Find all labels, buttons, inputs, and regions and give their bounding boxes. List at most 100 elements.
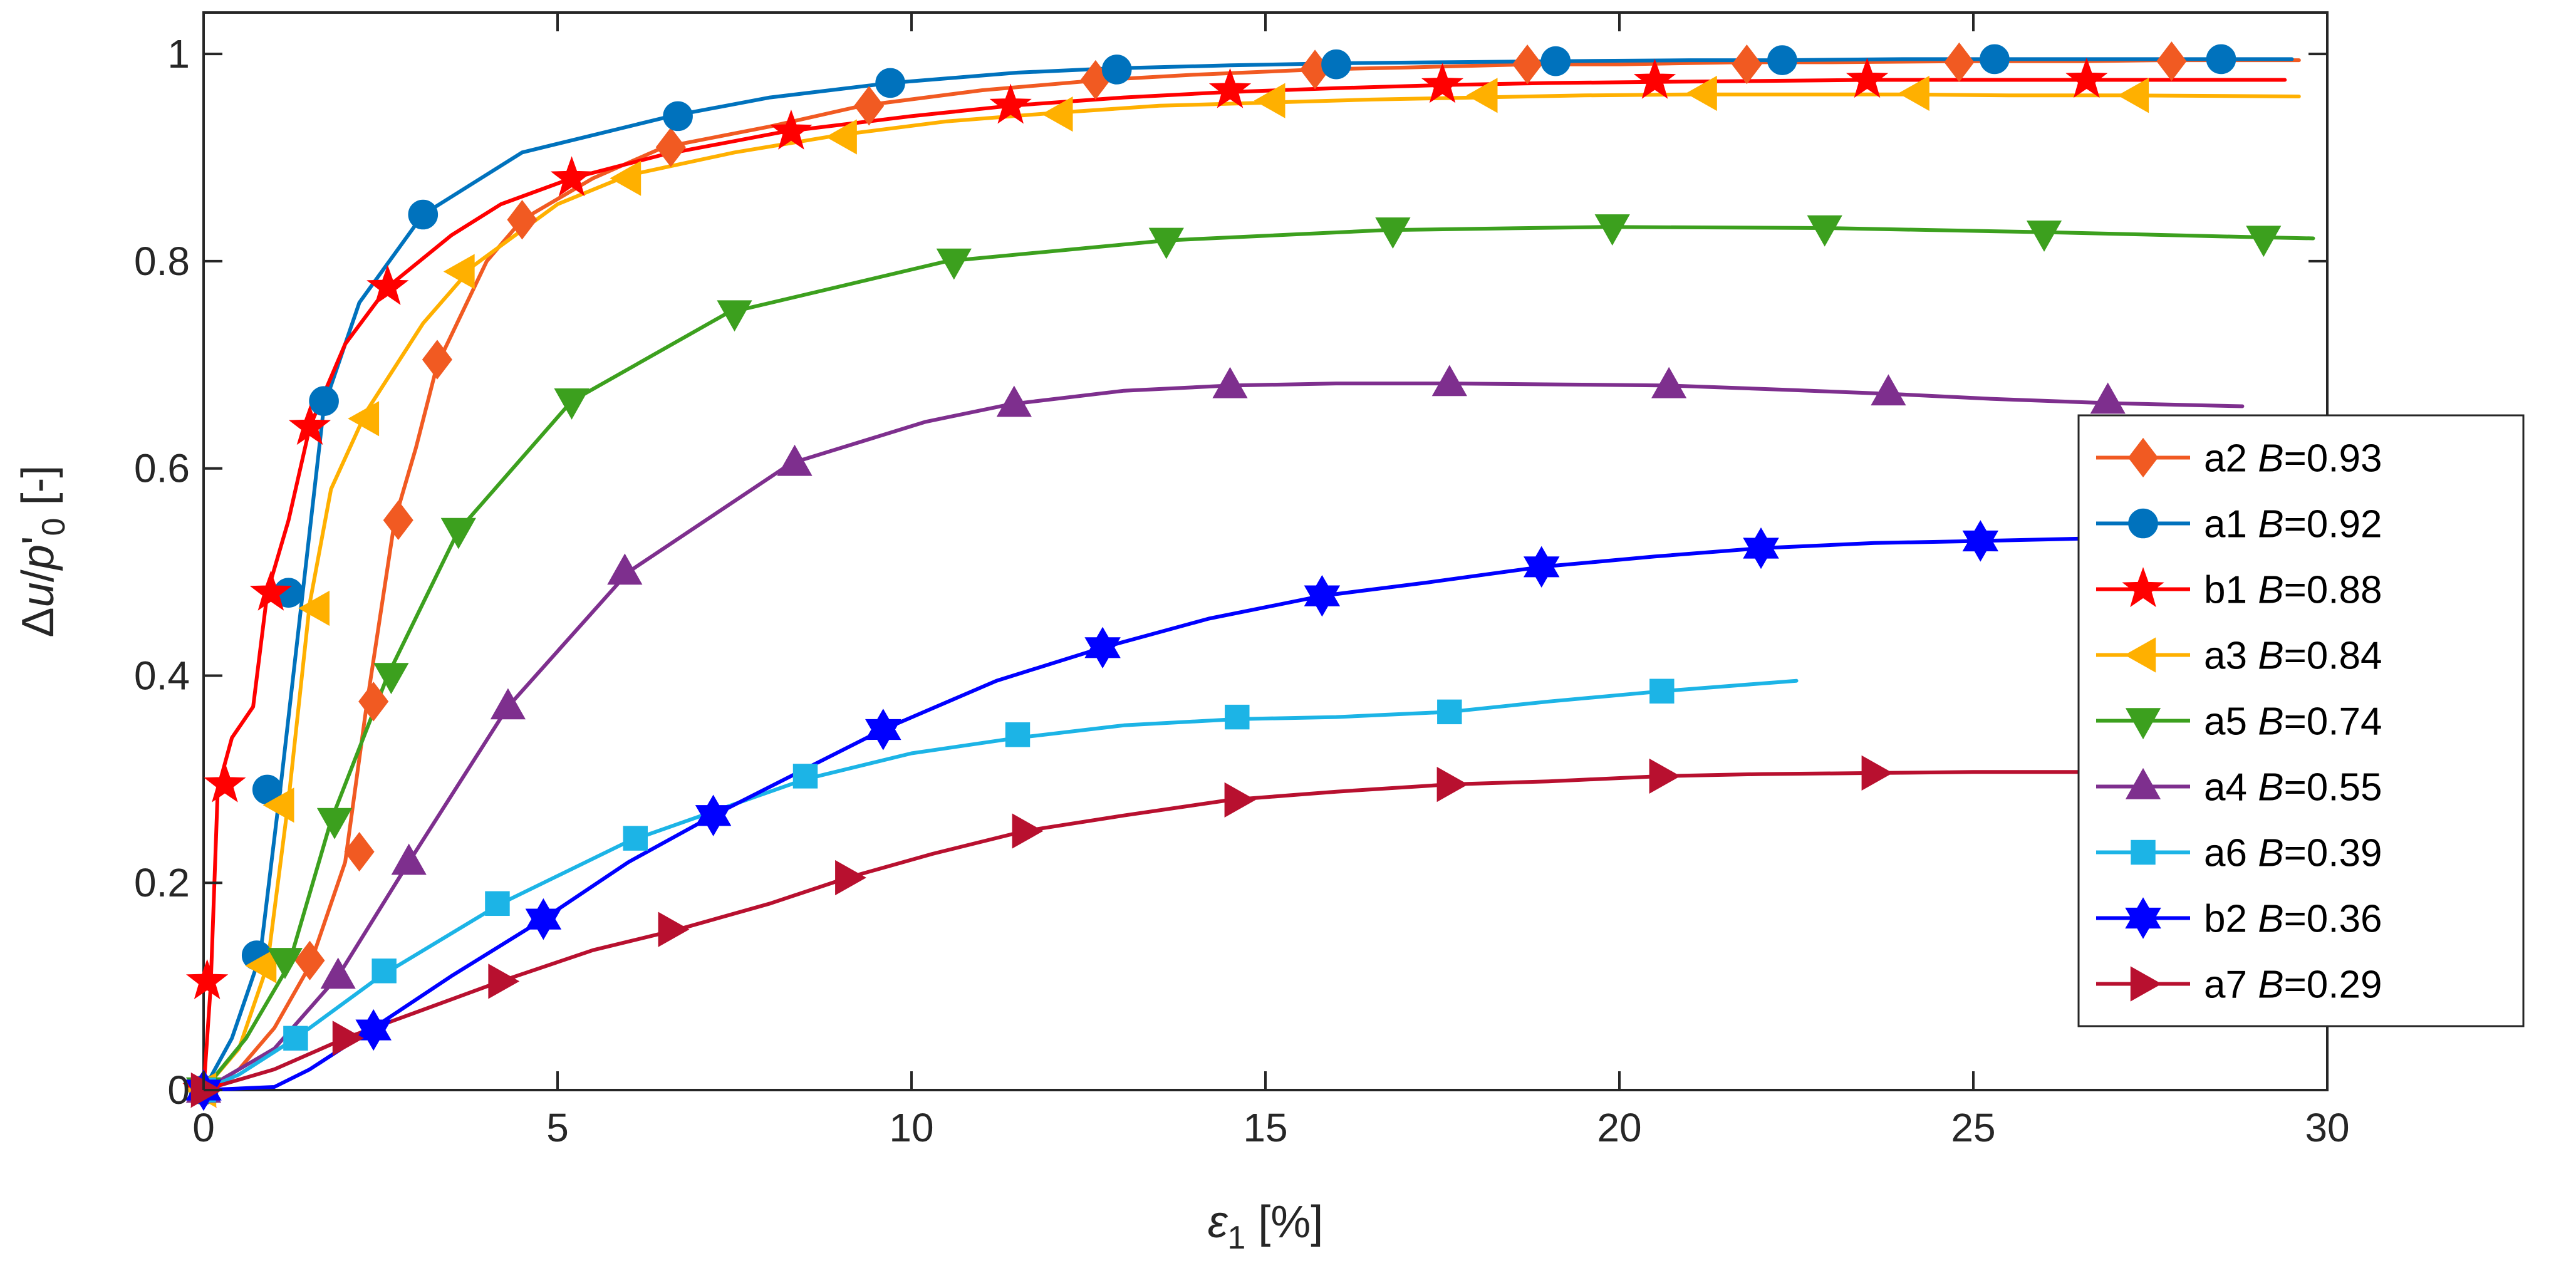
data-point-a7 bbox=[488, 964, 520, 999]
legend-b-value: =0.88 bbox=[2284, 569, 2382, 612]
x-tick-label: 15 bbox=[1243, 1105, 1287, 1150]
legend-label-a2: a2 B=0.93 bbox=[2204, 437, 2382, 481]
legend-b-symbol: B bbox=[2258, 437, 2283, 481]
data-point-b1 bbox=[1846, 58, 1889, 98]
series-markers bbox=[182, 41, 2282, 1111]
data-point-a2 bbox=[294, 940, 325, 980]
data-point-a6 bbox=[371, 958, 397, 984]
data-point-b1 bbox=[770, 109, 813, 150]
series-line-a4 bbox=[202, 382, 2245, 1092]
data-point-a2 bbox=[1944, 42, 1975, 83]
data-point-b1 bbox=[1208, 68, 1252, 108]
data-point-a4 bbox=[1431, 365, 1467, 397]
y-axis: 0 0.2 0.4 0.6 0.8 1 bbox=[134, 31, 2327, 1113]
y-axis-label: Δu/p'0 [-] bbox=[13, 465, 72, 638]
legend-b-symbol: B bbox=[2258, 635, 2283, 678]
data-point-a6 bbox=[283, 1026, 308, 1051]
legend-label-a6: a6 B=0.39 bbox=[2204, 832, 2382, 875]
data-point-a5 bbox=[267, 948, 303, 979]
data-point-a2 bbox=[344, 831, 375, 872]
data-point-a7 bbox=[1861, 755, 1893, 791]
data-point-a3 bbox=[298, 590, 330, 626]
series-line-a6 bbox=[202, 678, 1799, 1092]
legend-label-a5: a5 B=0.74 bbox=[2204, 700, 2382, 744]
legend-marker-a1 bbox=[2128, 508, 2158, 539]
data-point-a4 bbox=[996, 385, 1032, 417]
data-point-a4 bbox=[490, 688, 526, 720]
data-point-b1 bbox=[2065, 58, 2108, 98]
legend-marker-a7 bbox=[2130, 966, 2162, 1002]
data-point-a1 bbox=[309, 386, 339, 416]
data-point-b1 bbox=[989, 83, 1032, 124]
legend-b-symbol: B bbox=[2258, 964, 2283, 1007]
data-point-a1 bbox=[1540, 46, 1571, 76]
data-point-a1 bbox=[1321, 49, 1351, 80]
data-point-a4 bbox=[320, 957, 356, 989]
data-point-a5 bbox=[440, 517, 476, 549]
data-point-b1 bbox=[366, 264, 409, 305]
data-point-a4 bbox=[391, 843, 427, 875]
data-point-a6 bbox=[623, 826, 648, 851]
data-point-a1 bbox=[663, 101, 693, 132]
data-point-a5 bbox=[717, 300, 752, 332]
data-point-a1 bbox=[408, 199, 439, 230]
data-point-a3 bbox=[1041, 96, 1073, 132]
y-axis-label-subscript: 0 bbox=[36, 518, 72, 536]
legend-marker-a4 bbox=[2125, 767, 2161, 799]
legend-entry-a5: a5 B=0.74 bbox=[2096, 700, 2382, 744]
legend-series-name: b1 bbox=[2204, 569, 2258, 612]
legend-series-name: a2 bbox=[2204, 437, 2258, 481]
data-point-a3 bbox=[1466, 78, 1498, 113]
legend-b-symbol: B bbox=[2258, 766, 2283, 809]
series-line-a5 bbox=[202, 225, 2315, 1092]
x-tick-label: 10 bbox=[889, 1105, 933, 1150]
y-tick-label: 0.4 bbox=[134, 653, 190, 698]
legend-b-value: =0.55 bbox=[2284, 766, 2382, 809]
data-point-a2 bbox=[358, 682, 389, 722]
y-axis-label-delta: Δ bbox=[13, 607, 63, 637]
legend-series-name: a4 bbox=[2204, 766, 2258, 809]
data-point-b1 bbox=[204, 762, 246, 803]
data-point-b2 bbox=[1084, 626, 1121, 669]
legend-marker-a6 bbox=[2131, 839, 2156, 865]
data-point-a7 bbox=[1436, 767, 1468, 803]
legend-b-value: =0.39 bbox=[2284, 832, 2382, 875]
data-point-a3 bbox=[826, 119, 857, 155]
legend-entry-a1: a1 B=0.92 bbox=[2096, 503, 2382, 546]
data-point-a4 bbox=[1651, 366, 1687, 398]
legend-b-value: =0.29 bbox=[2284, 964, 2382, 1007]
data-point-a6 bbox=[1225, 704, 1250, 730]
legend-entry-a4: a4 B=0.55 bbox=[2096, 766, 2382, 809]
data-point-a6 bbox=[1649, 678, 1675, 704]
data-point-a4 bbox=[1871, 374, 1906, 406]
legend-entry-a3: a3 B=0.84 bbox=[2096, 635, 2382, 678]
y-axis-label-u: u bbox=[13, 582, 63, 607]
data-point-b2 bbox=[1962, 520, 1999, 562]
legend-series-name: a6 bbox=[2204, 832, 2258, 875]
data-point-a6 bbox=[1437, 699, 1462, 725]
data-point-a4 bbox=[607, 553, 643, 585]
series-line-a7 bbox=[202, 770, 2280, 1092]
y-tick-label: 0.2 bbox=[134, 860, 190, 905]
plot-frame bbox=[202, 11, 2329, 1091]
legend-series-name: a1 bbox=[2204, 503, 2258, 546]
data-point-a5 bbox=[316, 808, 353, 839]
legend-label-b2: b2 B=0.36 bbox=[2204, 898, 2382, 941]
data-point-a7 bbox=[1012, 813, 1044, 849]
data-point-a1 bbox=[875, 68, 905, 98]
x-axis-label: ε1 [%] bbox=[1208, 1197, 1324, 1256]
legend-series-name: a5 bbox=[2204, 700, 2258, 744]
data-point-b2 bbox=[1743, 527, 1779, 569]
x-axis-label-symbol: ε bbox=[1208, 1197, 1228, 1247]
plot-area: 0 5 10 15 20 25 30 0 0.2 0.4 0.6 0.8 1 bbox=[134, 11, 2350, 1150]
data-point-a4 bbox=[777, 444, 813, 476]
legend-b-symbol: B bbox=[2258, 898, 2283, 941]
legend-label-b1: b1 B=0.88 bbox=[2204, 569, 2382, 612]
y-axis-label-p: p bbox=[13, 544, 63, 571]
x-axis: 0 5 10 15 20 25 30 bbox=[192, 13, 2350, 1150]
x-axis-label-unit: [%] bbox=[1245, 1197, 1323, 1247]
data-point-b2 bbox=[355, 1009, 392, 1051]
legend-label-a1: a1 B=0.92 bbox=[2204, 503, 2382, 546]
x-tick-label: 25 bbox=[1951, 1105, 1995, 1150]
